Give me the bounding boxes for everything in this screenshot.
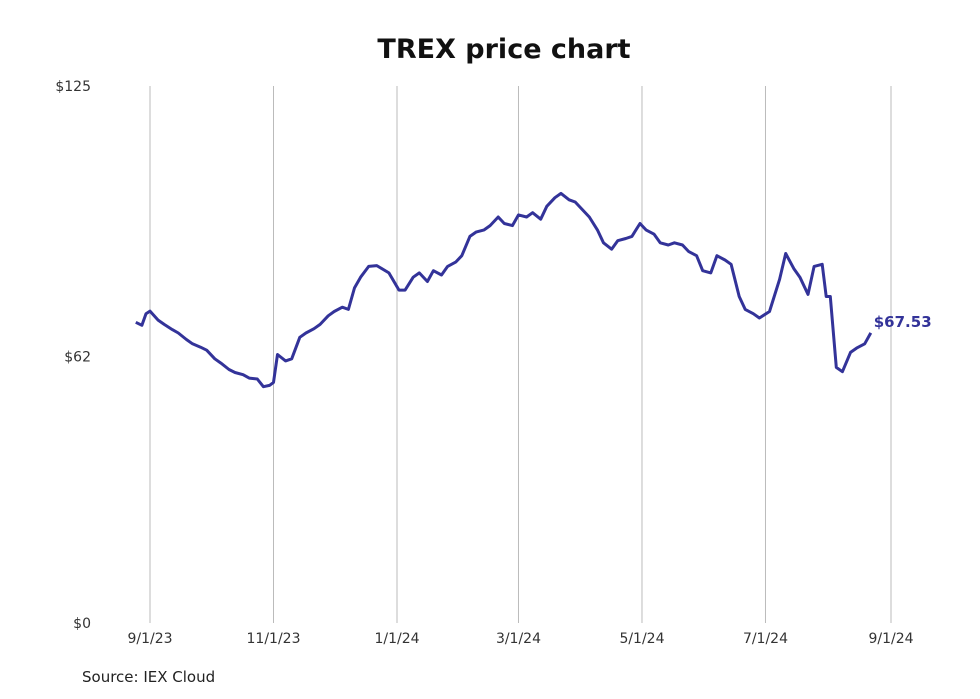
x-tick-label: 5/1/24 — [619, 631, 664, 647]
source-note: Source: IEX Cloud — [82, 668, 216, 686]
x-tick-label: 11/1/23 — [247, 631, 301, 647]
chart-title: TREX price chart — [377, 34, 630, 65]
x-axis-ticks: 9/1/23 11/1/23 1/1/24 3/1/24 5/1/24 7/1/24 9/1… — [127, 631, 913, 647]
x-tick-label: 1/1/24 — [374, 631, 419, 647]
y-axis-ticks: $0 $62 $125 — [55, 79, 91, 632]
price-line — [135, 191, 873, 389]
x-tick-label: 9/1/24 — [868, 631, 913, 647]
vertical-grid — [149, 86, 892, 623]
last-price-label: $67.53 — [874, 313, 932, 331]
x-tick-label: 3/1/24 — [496, 631, 541, 647]
y-tick-label: $125 — [55, 79, 91, 95]
y-tick-label: $62 — [64, 350, 91, 366]
x-tick-label: 7/1/24 — [743, 631, 788, 647]
y-tick-label: $0 — [73, 616, 91, 632]
x-tick-label: 9/1/23 — [127, 631, 172, 647]
